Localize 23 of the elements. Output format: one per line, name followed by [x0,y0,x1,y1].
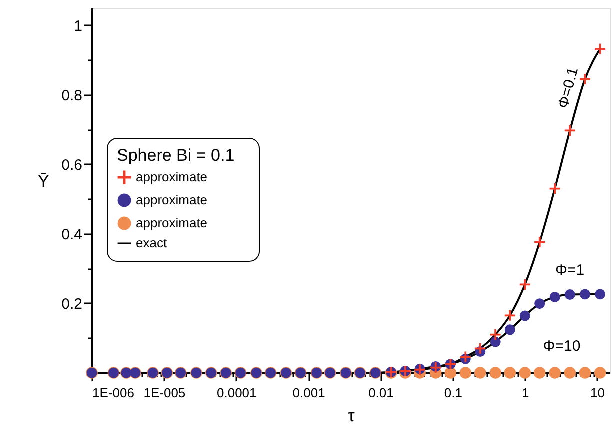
legend-label: approximate [136,170,208,184]
legend-title: Sphere Bi = 0.1 [117,146,235,165]
y-tick-label: 0.6 [62,156,82,174]
y-tick-label: 0.4 [62,226,82,244]
annotation: Φ=10 [543,338,581,355]
y-tick-label: 0.2 [62,296,82,313]
legend-label: exact [136,236,168,250]
x-tick-label: 0.001 [292,386,326,400]
y-tick-label: 0.8 [62,87,82,104]
x-tick-label: 1 [522,386,530,400]
legend-label: approximate [136,192,208,208]
x-tick-label: 10 [590,386,606,400]
x-tick-label: 0.1 [444,386,462,400]
annotation: Φ=1 [555,262,585,279]
x-tick-label: 1E-005 [144,386,186,400]
y-tick-label: 1 [74,18,82,35]
annotation: Φ=0.1 [554,66,582,110]
legend-label: approximate [136,216,208,230]
y-axis-title: Ȳ [38,172,50,191]
x-tick-label: 0.0001 [216,386,257,400]
x-tick-label: 1E-006 [92,386,134,400]
x-tick-label: 0.01 [368,386,394,400]
x-axis-title: τ [348,406,356,426]
